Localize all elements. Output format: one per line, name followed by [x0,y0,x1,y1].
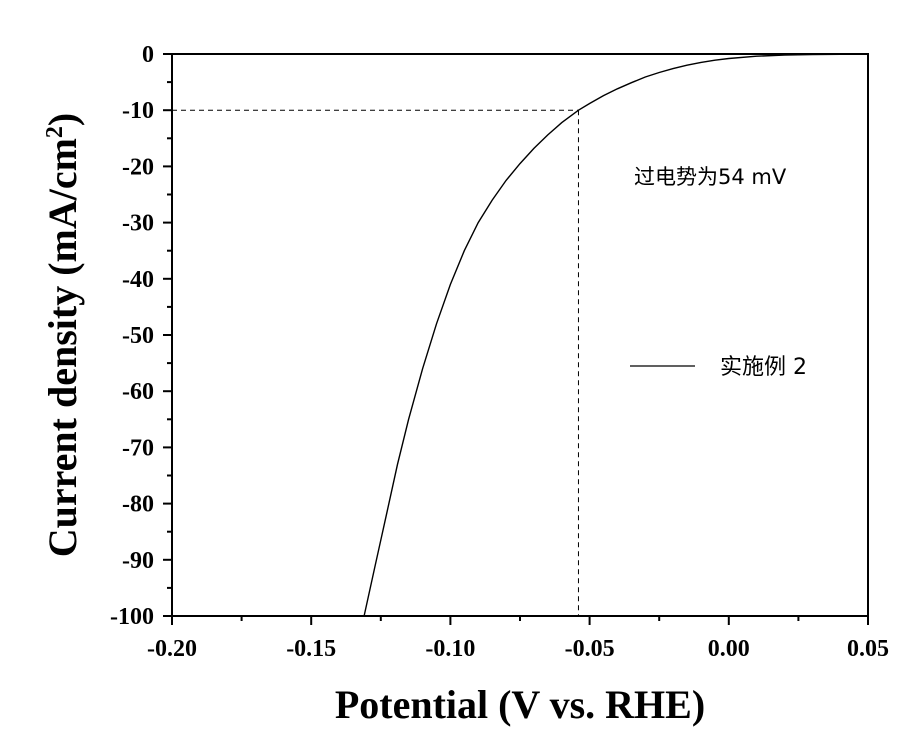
y-tick-label: -100 [110,604,154,630]
y-axis-title-main: Current density (mA/cm [40,138,85,557]
x-tick-label: -0.20 [147,636,197,662]
y-tick-label: -10 [122,98,154,124]
y-tick-label: -20 [122,154,154,180]
ticks-layer: -0.20 -0.15 -0.10 -0.05 0.00 0.05 0 -10 -20 -30 -4… [110,42,889,662]
x-tick-label: 0.05 [847,636,889,662]
legend: 实施例 2 [630,355,807,380]
plot-frame [172,54,868,616]
series-layer [364,54,868,616]
y-axis-title: Current density (mA/cm2) [40,113,85,558]
y-tick-label: -30 [122,211,154,237]
y-tick-label: -40 [122,267,154,293]
reference-lines [172,110,578,616]
x-tick-label: -0.10 [425,636,475,662]
overpotential-annotation: 过电势为54 mV [634,165,787,189]
y-tick-label: -60 [122,379,154,405]
y-axis-title-close: ) [40,113,85,126]
y-tick-label: -90 [122,548,154,574]
legend-label: 实施例 2 [720,355,807,380]
y-tick-label: -70 [122,435,154,461]
y-axis-title-sup: 2 [42,126,68,138]
x-axis-title: Potential (V vs. RHE) [335,682,705,727]
series-line [364,54,868,616]
y-tick-label: -80 [122,492,154,518]
x-tick-label: -0.15 [286,636,336,662]
x-tick-label: -0.05 [565,636,615,662]
x-tick-label: 0.00 [708,636,750,662]
lsv-chart: -0.20 -0.15 -0.10 -0.05 0.00 0.05 0 -10 -20 -30 -4… [0,0,924,750]
y-tick-label: -50 [122,323,154,349]
y-tick-label: 0 [142,42,154,68]
